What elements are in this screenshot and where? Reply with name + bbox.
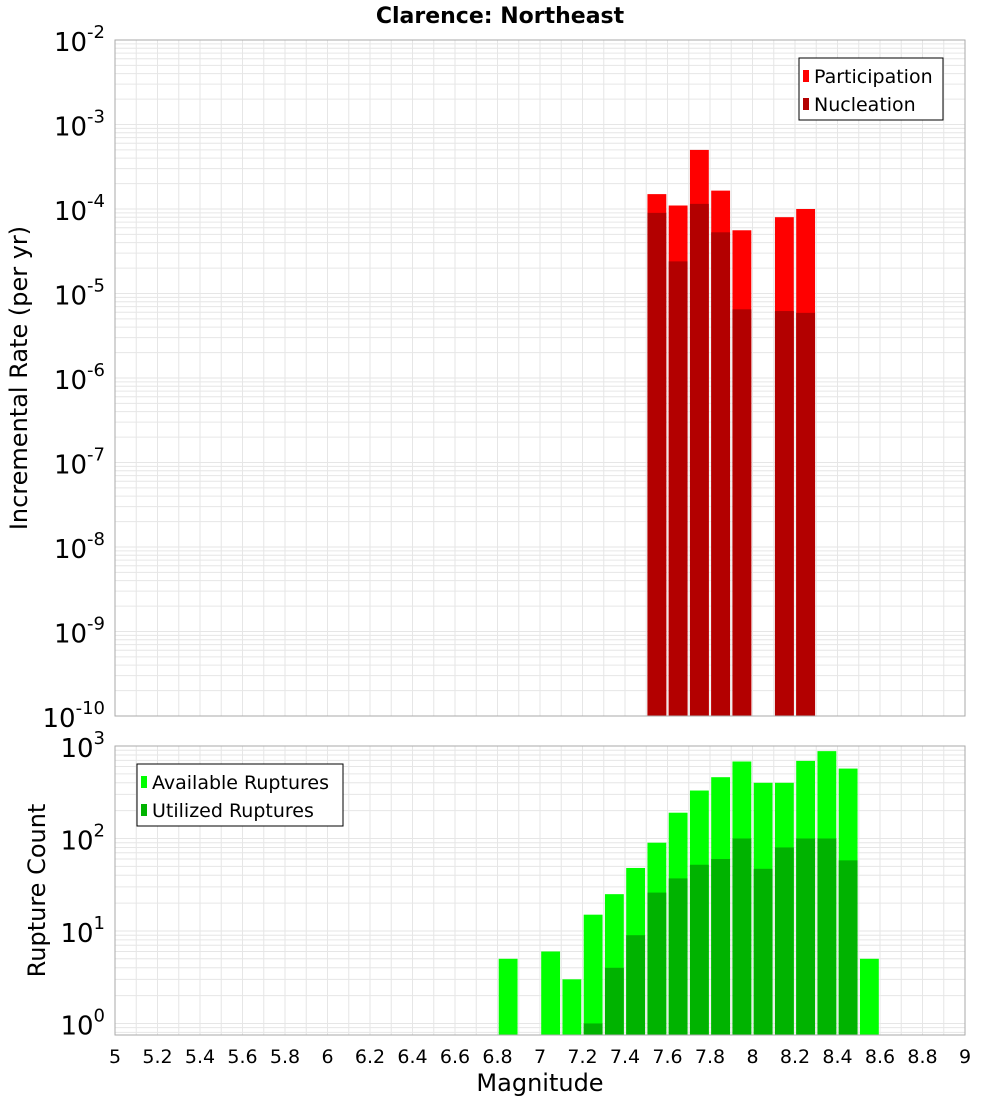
rate-legend-label: Participation (814, 66, 933, 88)
rate-bar-nucleation (668, 261, 688, 716)
rate-y-tick-label: 10-6 (54, 360, 105, 396)
count-x-tick-label: 6.2 (355, 1046, 385, 1068)
count-x-tick-label: 6.4 (397, 1046, 427, 1068)
count-bar-utilized-ruptures (711, 858, 731, 1035)
rate-gridlines (114, 40, 966, 717)
rate-bar-nucleation (647, 212, 667, 716)
count-legend-box (136, 763, 344, 827)
count-x-tick-label: 8.2 (780, 1046, 810, 1068)
count-x-tick-label: 7.8 (695, 1046, 725, 1068)
count-x-tick-label: 5 (109, 1046, 121, 1068)
count-x-tick-label: 8.6 (865, 1046, 895, 1068)
count-bar-utilized-ruptures (689, 864, 709, 1035)
count-bar-utilized-ruptures (732, 838, 752, 1035)
count-x-tick-label: 7.2 (567, 1046, 597, 1068)
count-bar-utilized-ruptures (604, 967, 624, 1035)
count-y-tick-label: 103 (60, 728, 105, 764)
count-y-axis-label: Rupture Count (23, 804, 51, 978)
rate-plot-frame (114, 39, 966, 717)
count-x-tick-label: 6.6 (440, 1046, 470, 1068)
count-x-tick-label: 8 (746, 1046, 758, 1068)
rate-bar-nucleation (796, 312, 816, 716)
rate-y-tick-label: 10-5 (54, 276, 105, 312)
count-x-tick-label: 6.8 (482, 1046, 512, 1068)
count-bar-utilized-ruptures (647, 892, 667, 1035)
rate-bar-nucleation (711, 232, 731, 716)
count-y-tick-label: 101 (60, 913, 105, 949)
count-bar-available-ruptures (498, 958, 518, 1035)
rate-bar-nucleation (732, 309, 752, 716)
count-x-tick-label: 8.4 (822, 1046, 852, 1068)
rate-legend-swatch (803, 70, 809, 82)
rate-y-tick-label: 10-4 (54, 191, 105, 227)
count-bar-available-ruptures (859, 958, 879, 1035)
count-x-tick-label: 5.2 (142, 1046, 172, 1068)
rate-y-tick-label: 10-9 (54, 614, 105, 650)
count-bar-utilized-ruptures (796, 838, 816, 1035)
count-bar-utilized-ruptures (817, 838, 837, 1035)
count-x-tick-label: 5.6 (227, 1046, 257, 1068)
count-bar-utilized-ruptures (838, 860, 858, 1035)
rate-legend-box (798, 57, 944, 121)
count-legend-label: Utilized Ruptures (152, 800, 314, 822)
count-x-tick-label: 5.4 (185, 1046, 215, 1068)
count-x-tick-label: 7 (534, 1046, 546, 1068)
rate-bar-nucleation (689, 203, 709, 716)
count-bar-utilized-ruptures (753, 868, 773, 1035)
count-x-tick-label: 9 (959, 1046, 971, 1068)
count-x-tick-label: 7.6 (652, 1046, 682, 1068)
count-bar-utilized-ruptures (774, 847, 794, 1035)
rate-y-tick-label: 10-8 (54, 529, 105, 565)
count-bar-utilized-ruptures (668, 878, 688, 1035)
count-legend-label: Available Ruptures (152, 772, 329, 794)
rate-y-axis-label: Incremental Rate (per yr) (5, 226, 33, 530)
rate-legend-swatch (803, 98, 809, 110)
rate-y-tick-label: 10-3 (54, 107, 105, 143)
count-bar-available-ruptures (541, 951, 561, 1035)
rate-legend-label: Nucleation (814, 94, 916, 116)
rate-legend: Participation Nucleation (798, 57, 944, 121)
count-bar-utilized-ruptures (626, 935, 646, 1035)
count-x-tick-label: 7.4 (610, 1046, 640, 1068)
rate-bar-nucleation (774, 311, 794, 716)
count-legend: Available Ruptures Utilized Ruptures (136, 763, 344, 827)
count-x-tick-label: 5.8 (270, 1046, 300, 1068)
count-bar-utilized-ruptures (583, 1023, 603, 1035)
count-y-tick-label: 102 (60, 820, 105, 856)
count-legend-swatch (141, 804, 147, 816)
count-x-tick-label: 6 (321, 1046, 333, 1068)
rate-y-tick-label: 10-10 (43, 698, 106, 734)
chart-title: Clarence: Northeast (376, 4, 625, 29)
count-legend-swatch (141, 776, 147, 788)
count-y-tick-label: 100 (60, 1005, 105, 1041)
count-bar-available-ruptures (562, 979, 582, 1035)
rate-y-tick-label: 10-2 (54, 22, 105, 58)
count-plot-frame (114, 745, 966, 1036)
rate-y-tick-label: 10-7 (54, 445, 105, 481)
x-axis-label: Magnitude (476, 1069, 603, 1097)
count-bar-available-ruptures (583, 914, 603, 1035)
count-x-tick-label: 8.8 (907, 1046, 937, 1068)
